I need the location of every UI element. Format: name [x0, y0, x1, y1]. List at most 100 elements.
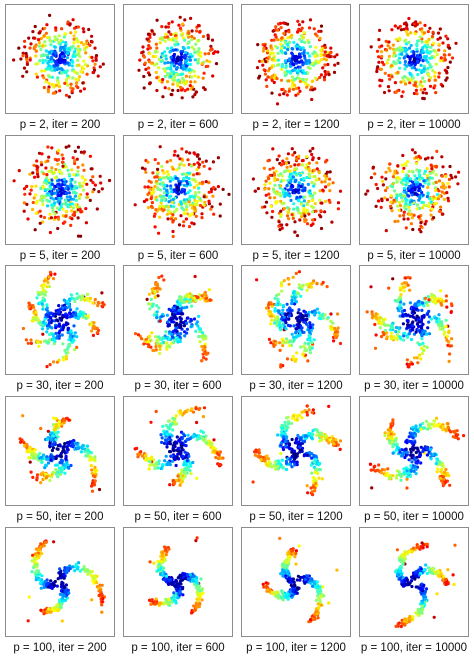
data-point: [207, 439, 211, 443]
data-point: [161, 77, 165, 82]
data-point: [434, 186, 438, 190]
data-point: [440, 174, 444, 178]
data-point: [395, 180, 399, 184]
data-point: [209, 207, 213, 211]
data-point: [53, 68, 57, 72]
data-point: [174, 176, 178, 180]
data-point: [414, 180, 418, 184]
data-point: [149, 420, 153, 424]
data-point: [53, 215, 58, 219]
data-point: [36, 454, 40, 458]
data-point: [153, 158, 157, 162]
data-point: [417, 215, 421, 219]
data-point: [280, 226, 284, 230]
data-point: [54, 63, 58, 67]
data-point: [49, 458, 53, 462]
data-point: [142, 74, 146, 79]
data-point: [59, 47, 63, 51]
data-point: [180, 306, 184, 310]
data-point: [85, 444, 90, 448]
data-point: [420, 346, 424, 350]
scatter-plot: [251, 404, 343, 497]
data-point: [217, 453, 221, 457]
data-point: [312, 168, 316, 172]
panel-caption: p = 5, iter = 200: [19, 250, 101, 262]
data-point: [310, 97, 314, 102]
data-point: [182, 176, 186, 181]
data-point: [398, 314, 402, 318]
data-point: [47, 85, 51, 89]
data-point: [312, 338, 316, 342]
data-point: [42, 195, 46, 200]
data-point: [183, 38, 187, 42]
data-point: [410, 66, 414, 70]
data-point: [410, 216, 414, 220]
data-point: [47, 338, 52, 342]
data-point: [59, 187, 63, 191]
data-point: [151, 171, 155, 175]
data-point: [171, 48, 175, 52]
data-point: [186, 182, 190, 186]
data-point: [437, 48, 441, 52]
data-point: [179, 58, 183, 62]
data-point: [187, 68, 191, 72]
data-point: [394, 37, 398, 41]
data-point: [147, 340, 151, 344]
data-point: [145, 198, 149, 202]
data-point: [75, 52, 79, 57]
data-point: [165, 341, 169, 345]
data-point: [436, 197, 440, 201]
data-point: [428, 176, 432, 180]
data-point: [399, 300, 403, 304]
data-point: [371, 166, 375, 170]
data-point: [417, 170, 421, 174]
data-point: [292, 324, 296, 328]
data-point: [213, 50, 217, 54]
data-point: [303, 56, 307, 60]
data-point: [279, 163, 283, 167]
data-point: [154, 42, 158, 46]
data-point: [303, 71, 308, 75]
data-point: [156, 161, 160, 165]
data-point: [290, 75, 294, 79]
data-point: [180, 80, 184, 85]
data-point: [37, 344, 41, 348]
data-point: [101, 62, 105, 66]
data-point: [377, 60, 381, 64]
data-point: [188, 62, 192, 66]
data-point: [410, 324, 414, 328]
data-point: [441, 181, 445, 185]
data-point: [176, 340, 180, 344]
data-point: [198, 297, 202, 301]
data-point: [305, 288, 309, 292]
data-point: [208, 60, 212, 64]
data-point: [63, 60, 67, 64]
data-point: [298, 173, 302, 177]
data-point: [404, 312, 408, 316]
data-point: [281, 340, 285, 344]
data-point: [216, 185, 220, 189]
data-point: [49, 216, 54, 220]
data-point: [321, 188, 325, 192]
data-point: [45, 176, 49, 180]
data-point: [93, 183, 97, 187]
data-point: [331, 181, 335, 185]
data-point: [328, 170, 332, 174]
data-point: [53, 212, 57, 216]
data-point: [423, 296, 428, 300]
data-point: [154, 463, 158, 467]
data-point: [175, 40, 179, 44]
data-point: [380, 197, 384, 201]
data-point: [96, 303, 100, 308]
data-point: [330, 325, 334, 329]
data-point: [287, 30, 291, 34]
data-point: [286, 36, 290, 40]
data-point: [81, 188, 86, 192]
data-point: [198, 30, 202, 34]
data-point: [46, 159, 50, 163]
data-point: [308, 174, 312, 179]
data-point: [162, 67, 166, 71]
data-point: [167, 210, 171, 214]
data-point: [28, 192, 32, 196]
data-point: [42, 53, 47, 57]
